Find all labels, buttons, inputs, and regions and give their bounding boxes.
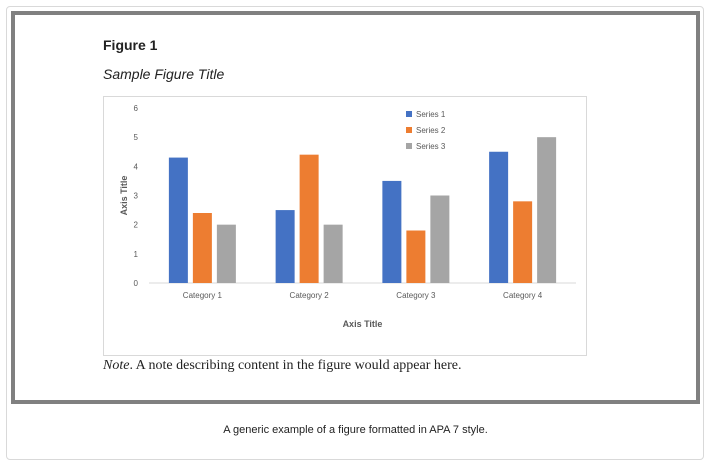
x-tick-label: Category 2 bbox=[290, 291, 330, 300]
figure-caption: A generic example of a figure formatted … bbox=[223, 424, 488, 436]
legend-label: Series 1 bbox=[416, 110, 446, 119]
bar bbox=[382, 180, 402, 283]
y-tick-label: 0 bbox=[134, 279, 139, 288]
y-tick-label: 1 bbox=[134, 250, 139, 259]
x-tick-label: Category 3 bbox=[396, 291, 436, 300]
y-tick-label: 3 bbox=[134, 192, 139, 201]
bar-chart: 0 1 2 3 4 5 6 Category 1 Category 2 Category 3 Cat… bbox=[119, 104, 576, 329]
x-axis-title: Axis Title bbox=[343, 319, 383, 329]
bar bbox=[323, 224, 343, 283]
figure-note: Note. A note describing content in the f… bbox=[103, 358, 461, 374]
figure-frame: Figure 1 Sample Figure Title 0 1 2 3 4 5 6 Cate… bbox=[11, 11, 700, 404]
note-prefix: Note bbox=[103, 358, 130, 373]
note-text: . A note describing content in the figur… bbox=[129, 358, 462, 373]
legend-swatch bbox=[406, 127, 412, 133]
bar bbox=[537, 137, 557, 283]
bar bbox=[406, 230, 426, 283]
x-tick-label: Category 4 bbox=[503, 291, 543, 300]
y-tick-label: 4 bbox=[134, 162, 139, 171]
bar bbox=[299, 154, 319, 283]
legend-swatch bbox=[406, 111, 412, 117]
legend-label: Series 3 bbox=[416, 142, 446, 151]
bar bbox=[168, 157, 188, 283]
bar bbox=[430, 195, 450, 283]
figure-label: Figure 1 bbox=[103, 37, 158, 53]
y-tick-label: 2 bbox=[134, 221, 139, 230]
bar bbox=[513, 201, 533, 283]
chart-area: 0 1 2 3 4 5 6 Category 1 Category 2 Category 3 Cat… bbox=[103, 96, 587, 356]
figure-title: Sample Figure Title bbox=[103, 66, 225, 82]
bar bbox=[216, 224, 236, 283]
y-axis-title: Axis Title bbox=[119, 176, 129, 216]
legend-swatch bbox=[406, 143, 412, 149]
y-tick-label: 6 bbox=[134, 104, 139, 113]
bar bbox=[275, 210, 295, 283]
x-tick-label: Category 1 bbox=[183, 291, 223, 300]
legend-label: Series 2 bbox=[416, 126, 446, 135]
y-tick-label: 5 bbox=[134, 133, 139, 142]
bar bbox=[192, 213, 212, 283]
bar bbox=[489, 151, 509, 283]
